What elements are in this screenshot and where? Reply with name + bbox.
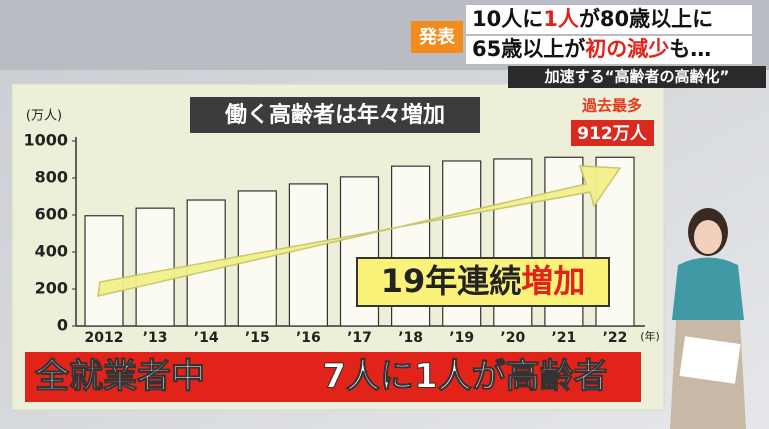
x-tick-label: ’18: [398, 330, 423, 346]
x-tick-label: ’21: [551, 330, 576, 346]
subhead-box: [508, 66, 766, 88]
y-tick-label: 0: [57, 316, 68, 335]
badge-box: [411, 21, 463, 53]
y-tick-label: 400: [35, 242, 68, 261]
record-label: 912万人: [577, 124, 647, 144]
footer-left: 全就業者中: [34, 357, 205, 397]
headline1: 10人に1人が80歳以上に: [472, 7, 713, 31]
annotation-part: 19年連続: [381, 262, 522, 300]
y-unit: (万人): [26, 109, 62, 124]
headline2-box: [466, 36, 752, 64]
headline1-box: [466, 5, 752, 34]
x-tick-label: ’22: [603, 330, 628, 346]
headline-part: が80歳以上に: [579, 7, 713, 31]
x-tick-label: ’17: [347, 330, 372, 346]
presenter-papers: [679, 336, 741, 384]
headline-highlight: 1人: [543, 7, 579, 31]
x-tick-label: ’13: [143, 330, 168, 346]
y-tick-label: 600: [35, 205, 68, 224]
x-tick-label: ’15: [245, 330, 270, 346]
title-box: [190, 97, 480, 133]
headline2: 65歳以上が初の減少も…: [472, 37, 711, 61]
record-box: [571, 120, 654, 146]
x-tick-label: ’14: [194, 330, 219, 346]
annotation-highlight: 増加: [521, 262, 585, 300]
subhead: 加速する“高齢者の高齢化”: [544, 68, 730, 86]
badge: 発表: [418, 26, 456, 48]
headline-part: 65歳以上が: [472, 37, 585, 61]
x-tick-label: ’16: [296, 330, 321, 346]
annotation: 19年連続増加: [381, 262, 586, 300]
headline-part: も…: [669, 37, 711, 61]
x-tick-label: ’19: [449, 330, 474, 346]
record-note: 過去最多: [581, 97, 642, 115]
x-unit: (年): [640, 329, 660, 343]
y-tick-label: 200: [35, 279, 68, 298]
y-tick-label: 800: [35, 168, 68, 187]
headline-highlight: 初の減少: [585, 37, 669, 61]
annotation-box: [356, 257, 610, 307]
x-tick-label: 2012: [85, 330, 124, 346]
presenter-top: [672, 257, 744, 320]
headline-part: 10人に: [472, 7, 543, 31]
bar: [135, 207, 175, 327]
presenter-face: [694, 220, 722, 254]
footer-banner: [25, 352, 641, 402]
footer-right: 7人に1人が高齢者: [322, 357, 607, 397]
bar: [288, 183, 328, 327]
bar: [84, 215, 124, 327]
trend-arrow: [97, 165, 622, 297]
y-tick-label: 1000: [23, 131, 68, 150]
x-tick-label: ’20: [500, 330, 525, 346]
chart-title: 働く高齢者は年々増加: [224, 102, 445, 128]
